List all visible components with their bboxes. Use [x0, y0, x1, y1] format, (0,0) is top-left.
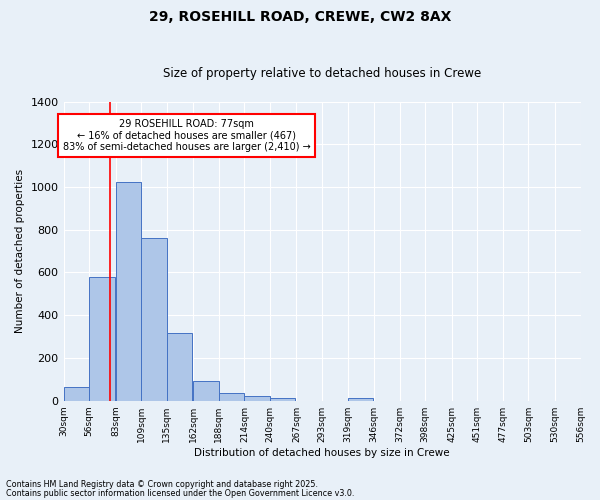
Bar — [116, 182, 141, 400]
Bar — [219, 392, 244, 400]
Title: Size of property relative to detached houses in Crewe: Size of property relative to detached ho… — [163, 66, 481, 80]
Text: 29, ROSEHILL ROAD, CREWE, CW2 8AX: 29, ROSEHILL ROAD, CREWE, CW2 8AX — [149, 10, 451, 24]
Bar — [89, 277, 115, 400]
Bar — [167, 334, 192, 400]
Bar — [244, 396, 270, 400]
Text: Contains HM Land Registry data © Crown copyright and database right 2025.: Contains HM Land Registry data © Crown c… — [6, 480, 318, 489]
Bar — [270, 398, 295, 400]
Y-axis label: Number of detached properties: Number of detached properties — [15, 169, 25, 333]
Text: 29 ROSEHILL ROAD: 77sqm
← 16% of detached houses are smaller (467)
83% of semi-d: 29 ROSEHILL ROAD: 77sqm ← 16% of detache… — [62, 118, 310, 152]
Bar — [347, 398, 373, 400]
Bar — [193, 382, 219, 400]
Bar — [64, 387, 89, 400]
X-axis label: Distribution of detached houses by size in Crewe: Distribution of detached houses by size … — [194, 448, 450, 458]
Text: Contains public sector information licensed under the Open Government Licence v3: Contains public sector information licen… — [6, 488, 355, 498]
Bar — [141, 238, 167, 400]
